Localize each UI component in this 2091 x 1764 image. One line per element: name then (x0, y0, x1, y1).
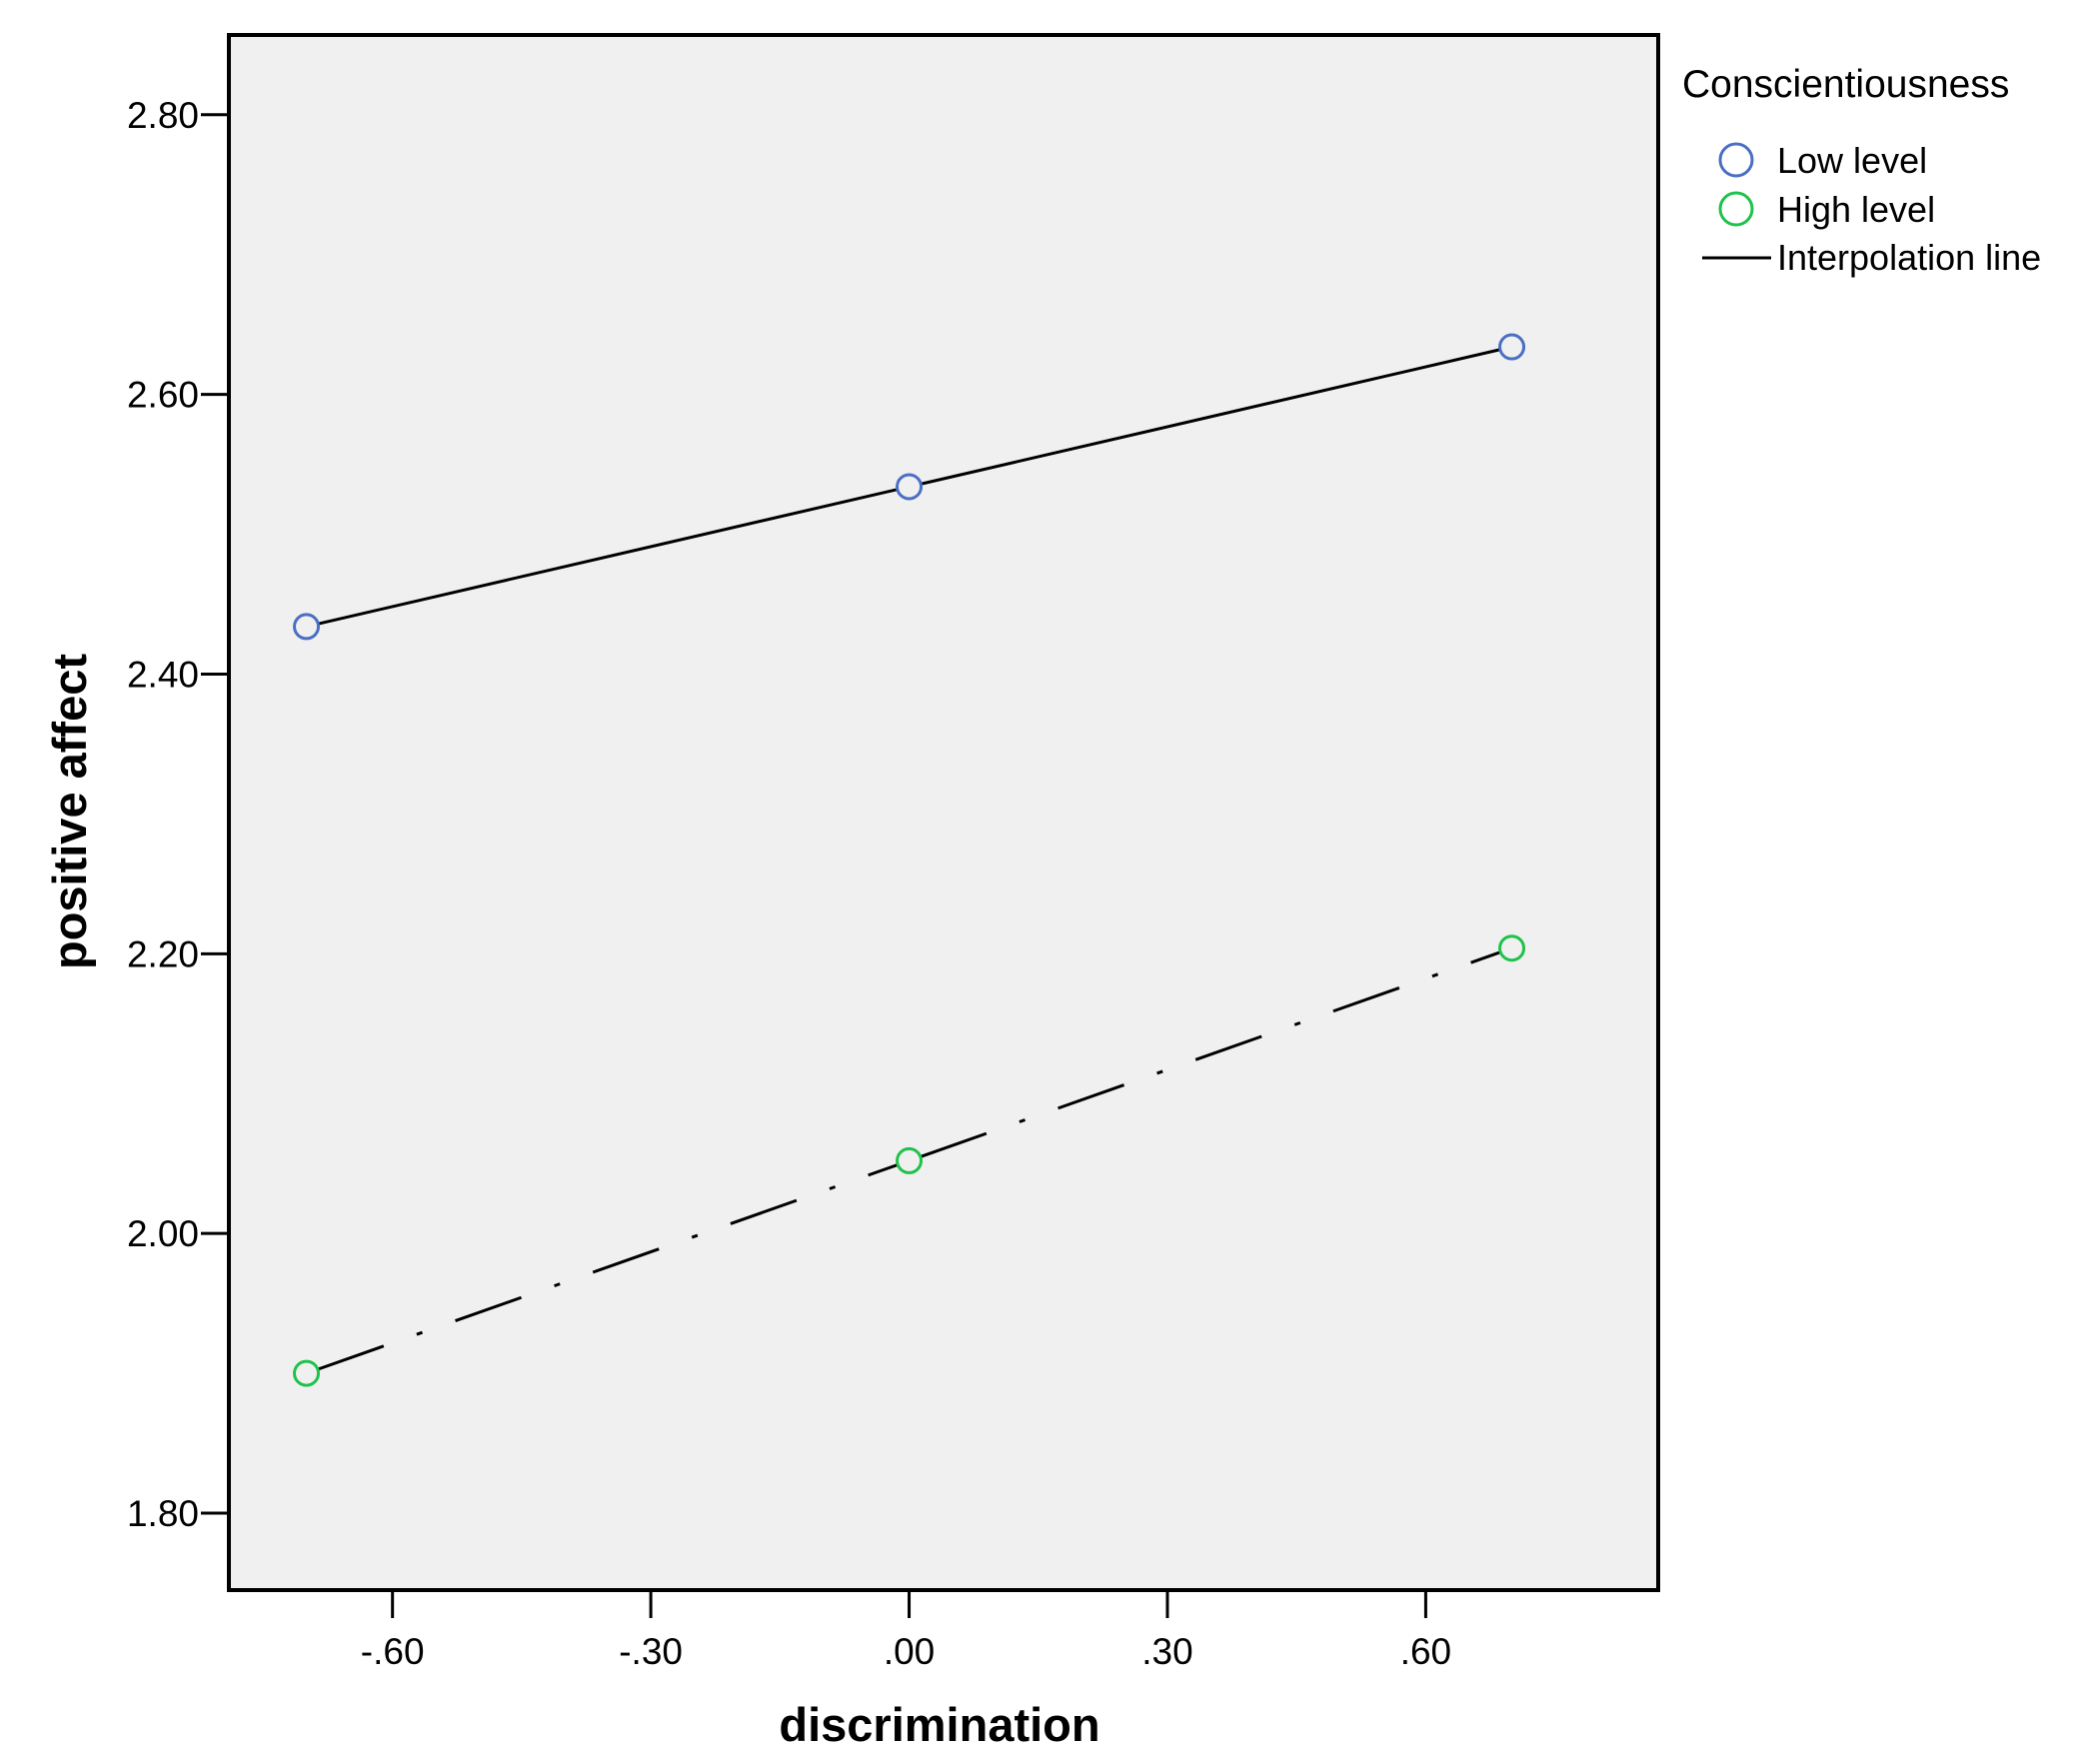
y-axis-title: positive affect (43, 654, 96, 969)
legend-title: Conscientiousness (1682, 63, 2009, 106)
data-point-low (896, 473, 924, 501)
series-layer (293, 333, 1526, 1387)
legend-label-low: Low level (1777, 140, 1927, 181)
y-tick-label: 2.20 (127, 933, 199, 974)
legend: Conscientiousness Low level High level I… (1682, 63, 2041, 278)
legend-label-high: High level (1777, 189, 1935, 230)
interpolation-line-high (920, 950, 1501, 1158)
y-tick-label: 2.80 (127, 95, 199, 136)
interpolation-line-low (920, 348, 1501, 486)
legend-marker-low (1718, 142, 1754, 178)
data-point-low (293, 613, 321, 641)
x-axis: -.60 -.30 .00 .30 .60 (361, 1590, 1451, 1672)
data-point-high (1498, 934, 1526, 962)
plot-area (227, 33, 1660, 1592)
interpolation-line-high (317, 1162, 899, 1371)
x-tick-label: -.60 (361, 1631, 425, 1672)
legend-marker-high (1718, 191, 1754, 227)
data-point-high (293, 1359, 321, 1387)
x-tick-label: -.30 (619, 1631, 683, 1672)
x-axis-title: discrimination (779, 1698, 1099, 1751)
x-tick-label: .30 (1141, 1631, 1192, 1672)
y-tick-label: 2.60 (127, 375, 199, 416)
y-tick-label: 2.00 (127, 1213, 199, 1254)
x-tick-label: .60 (1400, 1631, 1451, 1672)
x-tick-label: .00 (884, 1631, 935, 1672)
data-point-low (1498, 333, 1526, 361)
data-point-high (896, 1146, 924, 1174)
interpolation-line-low (317, 488, 899, 626)
legend-label-interpolation: Interpolation line (1777, 237, 2041, 278)
y-tick-label: 1.80 (127, 1493, 199, 1534)
y-tick-label: 2.40 (127, 654, 199, 695)
y-axis: 1.80 2.00 2.20 2.40 2.60 2.80 (127, 95, 229, 1534)
